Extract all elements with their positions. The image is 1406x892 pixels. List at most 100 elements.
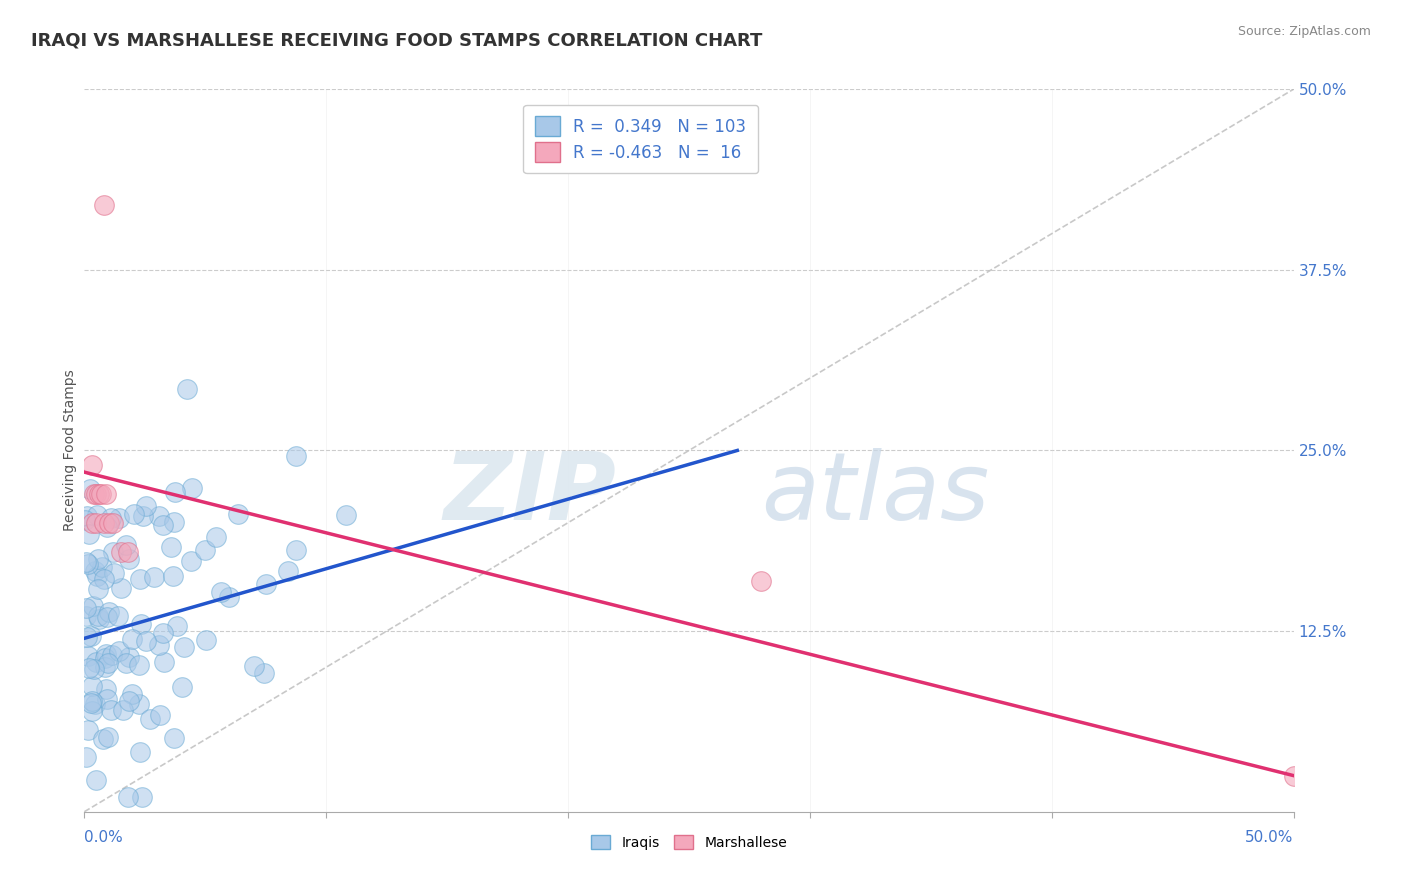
Point (194, 543, 217, 558)
Text: 0.0%: 0.0% (84, 830, 124, 846)
Point (77, 557, 100, 571)
Point (100, 703, 122, 717)
Point (162, 569, 184, 583)
Point (243, 658, 266, 673)
Point (90, 487, 112, 501)
Point (131, 790, 153, 805)
Point (76, 630, 98, 644)
Text: atlas: atlas (762, 449, 990, 540)
Point (107, 609, 129, 624)
Point (82, 599, 104, 613)
Point (135, 499, 157, 513)
Point (79, 482, 101, 496)
Point (149, 707, 172, 722)
Point (148, 638, 170, 652)
Point (117, 544, 139, 558)
Point (77, 526, 100, 541)
Point (128, 745, 150, 759)
Point (135, 634, 157, 648)
Point (86, 516, 108, 530)
Point (121, 687, 143, 701)
Point (83, 697, 105, 711)
Point (91, 559, 114, 574)
Point (153, 655, 176, 669)
Point (86, 655, 108, 669)
Point (93, 198, 115, 212)
Point (83, 487, 105, 501)
Point (110, 582, 132, 596)
Point (176, 382, 198, 396)
Point (80, 458, 103, 472)
Point (108, 643, 131, 657)
Point (94, 650, 117, 665)
Point (114, 656, 136, 670)
Point (101, 648, 124, 663)
Point (103, 516, 125, 530)
Point (114, 538, 136, 552)
Point (118, 650, 141, 665)
Point (209, 585, 232, 599)
Point (152, 626, 174, 640)
Point (83, 662, 105, 676)
Point (122, 507, 145, 521)
Point (80, 516, 103, 530)
Point (160, 540, 183, 554)
Point (128, 698, 150, 712)
Point (73, 513, 96, 527)
Point (93, 731, 115, 746)
Point (1282, 769, 1305, 783)
Legend: Iraqis, Marshallese: Iraqis, Marshallese (585, 830, 793, 855)
Text: ZIP: ZIP (443, 448, 616, 540)
Point (75, 555, 97, 569)
Point (110, 544, 132, 558)
Point (253, 665, 276, 680)
Y-axis label: Receiving Food Stamps: Receiving Food Stamps (63, 369, 77, 532)
Text: Source: ZipAtlas.com: Source: ZipAtlas.com (1237, 25, 1371, 38)
Point (205, 530, 228, 544)
Point (76, 508, 98, 523)
Point (75, 749, 97, 764)
Point (96, 647, 118, 661)
Point (128, 658, 150, 673)
Point (143, 570, 166, 584)
Point (254, 577, 277, 591)
Point (118, 551, 141, 566)
Point (97, 516, 120, 530)
Point (86, 569, 108, 583)
Point (77, 661, 100, 675)
Point (132, 508, 155, 523)
Point (96, 520, 118, 534)
Point (129, 572, 152, 586)
Point (80, 694, 103, 708)
Point (86, 551, 108, 566)
Text: 50.0%: 50.0% (1246, 830, 1294, 846)
Point (173, 640, 195, 654)
Point (79, 629, 101, 643)
Point (163, 484, 186, 499)
Point (86, 487, 108, 501)
Point (152, 517, 174, 532)
Point (77, 648, 100, 663)
Point (751, 574, 773, 588)
Point (118, 694, 141, 708)
Point (82, 679, 104, 693)
Point (101, 545, 124, 559)
Point (80, 704, 103, 718)
Point (96, 692, 118, 706)
Point (117, 790, 139, 805)
Point (148, 509, 170, 524)
Point (97, 656, 120, 670)
Point (181, 481, 204, 495)
Point (80, 696, 103, 710)
Point (83, 564, 105, 578)
Point (75, 608, 97, 623)
Point (163, 515, 186, 529)
Point (180, 554, 202, 568)
Point (87, 608, 110, 623)
Point (103, 566, 125, 581)
Point (285, 543, 308, 558)
Point (284, 449, 307, 463)
Point (87, 582, 110, 596)
Point (93, 516, 115, 530)
Point (84, 773, 107, 788)
